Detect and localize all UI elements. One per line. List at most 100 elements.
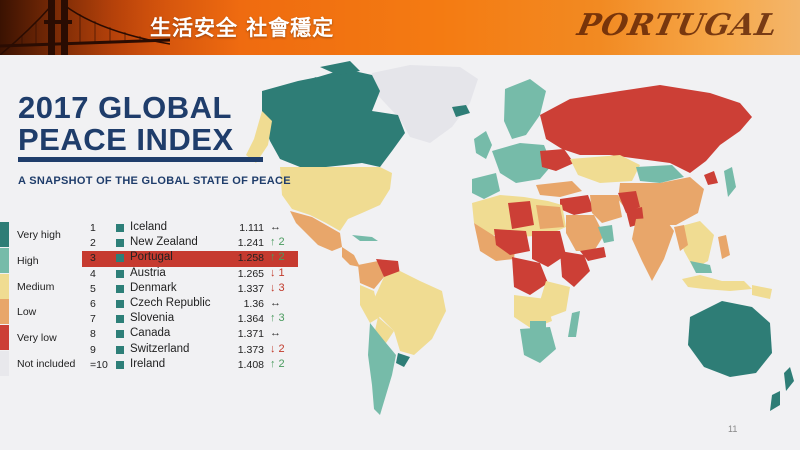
rank-color-square [116,224,124,232]
ranking-row: 3 Portugal 1.258 ↑ 2 [82,251,298,267]
rank-number: 2 [90,237,96,250]
region-alaska [246,111,272,163]
rank-change: ↑ 2 [270,236,285,249]
rank-number: 5 [90,282,96,295]
region-mongolia [636,165,684,183]
peace-score: 1.373 [237,343,264,356]
peace-score: 1.111 [239,222,264,234]
banner-title: 生活安全 社會穩定 [150,16,335,40]
ranking-row: =10 Ireland 1.408 ↑ 2 [82,358,298,373]
rank-change: ↔ [270,327,281,340]
rank-change: ↑ 2 [270,357,285,370]
portugal-logo: PORTUGAL [574,8,782,43]
region-caribbean [352,235,378,241]
region-canada [262,69,405,167]
region-southern-africa [520,327,556,363]
ranking-row: 8 Canada 1.371 ↔ [82,327,298,342]
region-iran [590,195,622,223]
region-botswana [530,321,546,337]
region-peru [360,285,380,323]
region-central-africa [512,257,548,295]
rank-number: 6 [90,297,96,310]
peace-score: 1.364 [237,313,264,326]
region-mali-niger [494,229,530,255]
legend-item: Very high [0,222,90,248]
legend-swatch [0,247,9,273]
legend-item: Very low [0,325,90,351]
legend-label: Very high [17,229,61,241]
rank-color-square [116,360,124,369]
region-north-korea [704,171,718,185]
rank-number: 8 [90,328,96,341]
rank-color-square [116,345,124,354]
index-subtitle: A SNAPSHOT OF THE GLOBAL STATE OF PEACE [18,175,291,187]
region-greenland [372,65,478,143]
region-syria-iraq [560,195,594,215]
region-libya [508,201,534,229]
peace-score: 1.371 [237,328,264,341]
rank-color-square [116,315,124,324]
region-kazakhstan [570,155,640,183]
region-turkey [536,181,582,197]
peace-score: 1.36 [243,297,264,310]
rank-number: =10 [90,358,108,371]
region-angola-zambia [514,295,552,329]
rank-color-square [116,330,124,339]
ranking-row: 2 New Zealand 1.241 ↑ 2 [82,236,298,251]
region-uk-ireland [474,131,492,159]
ranking-row: 7 Slovenia 1.364 ↑ 3 [82,312,298,327]
legend-label: Not included [17,357,76,370]
country-name: Portugal [130,251,173,264]
country-name: Austria [130,266,166,279]
rank-change: ↑ 3 [270,312,285,325]
peace-score: 1.408 [237,358,264,371]
region-png [752,285,772,299]
rank-number: 1 [90,222,96,234]
map-legend: Very high High Medium Low Very low Not includ… [0,222,90,377]
index-title-line-1: 2017 GLOBAL [18,90,232,125]
title-divider [18,157,263,162]
region-venezuela [376,259,400,277]
region-ukraine [540,149,574,171]
region-usa [280,167,392,231]
region-egypt [536,205,564,229]
legend-swatch [0,325,9,351]
region-mexico [290,211,342,251]
region-philippines [718,235,730,259]
legend-item: Low [0,299,90,325]
region-canada-islands [300,61,360,93]
legend-swatch [0,273,9,299]
legend-item: High [0,247,90,274]
legend-swatch [0,222,9,247]
rank-change: ↓ 1 [270,266,285,279]
region-india [632,217,674,281]
legend-swatch [0,299,9,325]
legend-item: Not included [0,350,90,377]
legend-label: High [17,254,39,267]
rank-change: ↔ [270,221,281,233]
region-myanmar [674,225,688,251]
region-malaysia [690,261,712,273]
region-brazil [374,271,446,355]
region-new-zealand [770,367,794,411]
rank-color-square [116,254,124,263]
region-oman-uae [598,225,614,243]
region-ethiopia-somalia [560,251,590,287]
region-australia [688,301,772,377]
country-name: Ireland [130,357,166,370]
region-colombia [358,261,384,289]
peace-score: 1.241 [237,237,264,250]
country-name: Denmark [130,281,177,294]
peace-score: 1.258 [237,252,264,265]
region-russia [540,85,752,173]
region-yemen [580,247,606,261]
country-name: Czech Republic [130,296,211,309]
region-chile-argentina [368,323,396,415]
region-japan [724,167,736,197]
rank-number: 9 [90,343,96,356]
rank-number: 7 [90,313,96,326]
peace-score: 1.337 [237,282,264,295]
region-scandinavia [504,79,546,139]
rank-number: 3 [90,252,96,265]
country-name: Switzerland [130,342,190,355]
